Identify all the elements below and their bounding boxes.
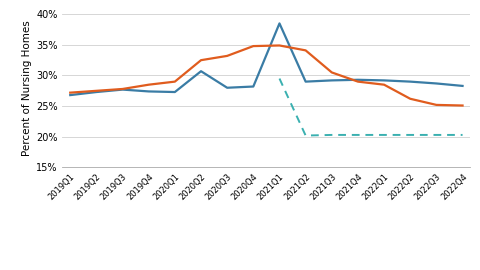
RN Care Staff HPRD>.55 [146,83,152,86]
RN Care Staff HPRD>.55 [355,80,361,83]
NA HPRD>2.45 (old definition) [433,133,439,137]
NA HPRD>2.45 [146,90,152,93]
Line: NA HPRD>2.45 (old definition): NA HPRD>2.45 (old definition) [279,79,463,136]
NA HPRD>2.45 [172,90,178,94]
NA HPRD>2.45 (old definition) [355,133,361,137]
NA HPRD>2.45 [120,88,125,91]
NA HPRD>2.45 [224,86,230,89]
Line: NA HPRD>2.45: NA HPRD>2.45 [70,23,463,95]
RN Care Staff HPRD>.55 [120,87,125,91]
NA HPRD>2.45 [460,84,466,87]
NA HPRD>2.45 [251,85,256,88]
Line: RN Care Staff HPRD>.55: RN Care Staff HPRD>.55 [70,45,463,106]
NA HPRD>2.45 [67,93,73,97]
RN Care Staff HPRD>.55 [94,89,99,92]
NA HPRD>2.45 (old definition) [408,133,413,137]
NA HPRD>2.45 [303,80,309,83]
NA HPRD>2.45 [94,90,99,94]
RN Care Staff HPRD>.55 [276,44,282,47]
RN Care Staff HPRD>.55 [172,80,178,83]
NA HPRD>2.45 (old definition) [276,77,282,80]
NA HPRD>2.45 [355,78,361,82]
NA HPRD>2.45 (old definition) [381,133,387,137]
NA HPRD>2.45 (old definition) [460,133,466,137]
RN Care Staff HPRD>.55 [251,45,256,48]
RN Care Staff HPRD>.55 [198,59,204,62]
NA HPRD>2.45 [433,82,439,85]
RN Care Staff HPRD>.55 [433,103,439,107]
RN Care Staff HPRD>.55 [408,97,413,100]
NA HPRD>2.45 [276,22,282,25]
RN Care Staff HPRD>.55 [460,104,466,107]
NA HPRD>2.45 (old definition) [329,133,335,137]
Y-axis label: Percent of Nursing Homes: Percent of Nursing Homes [22,20,32,156]
RN Care Staff HPRD>.55 [224,54,230,58]
RN Care Staff HPRD>.55 [329,71,335,74]
NA HPRD>2.45 (old definition) [303,134,309,137]
RN Care Staff HPRD>.55 [303,49,309,52]
RN Care Staff HPRD>.55 [67,91,73,94]
NA HPRD>2.45 [408,80,413,83]
NA HPRD>2.45 [198,70,204,73]
NA HPRD>2.45 [329,79,335,82]
NA HPRD>2.45 [381,79,387,82]
RN Care Staff HPRD>.55 [381,83,387,86]
